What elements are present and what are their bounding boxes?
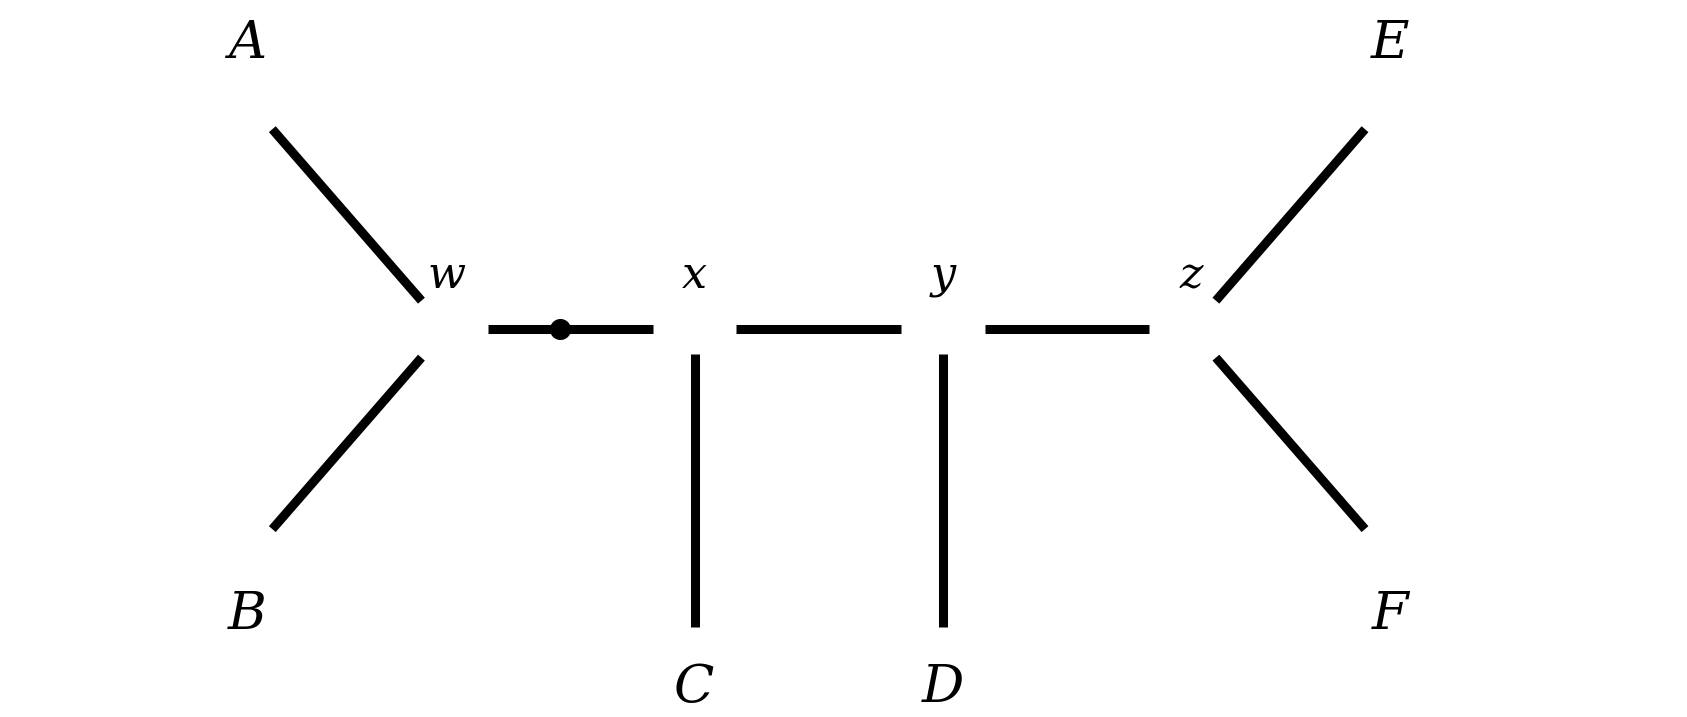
Text: E: E xyxy=(1370,18,1409,69)
Text: C: C xyxy=(675,662,715,713)
Text: F: F xyxy=(1372,589,1409,640)
Text: w: w xyxy=(427,255,466,298)
Text: y: y xyxy=(930,255,955,298)
Text: A: A xyxy=(228,18,267,69)
Text: D: D xyxy=(921,662,963,713)
Text: B: B xyxy=(228,589,267,640)
Point xyxy=(547,323,574,335)
Text: x: x xyxy=(682,255,707,298)
Text: z: z xyxy=(1179,255,1203,298)
